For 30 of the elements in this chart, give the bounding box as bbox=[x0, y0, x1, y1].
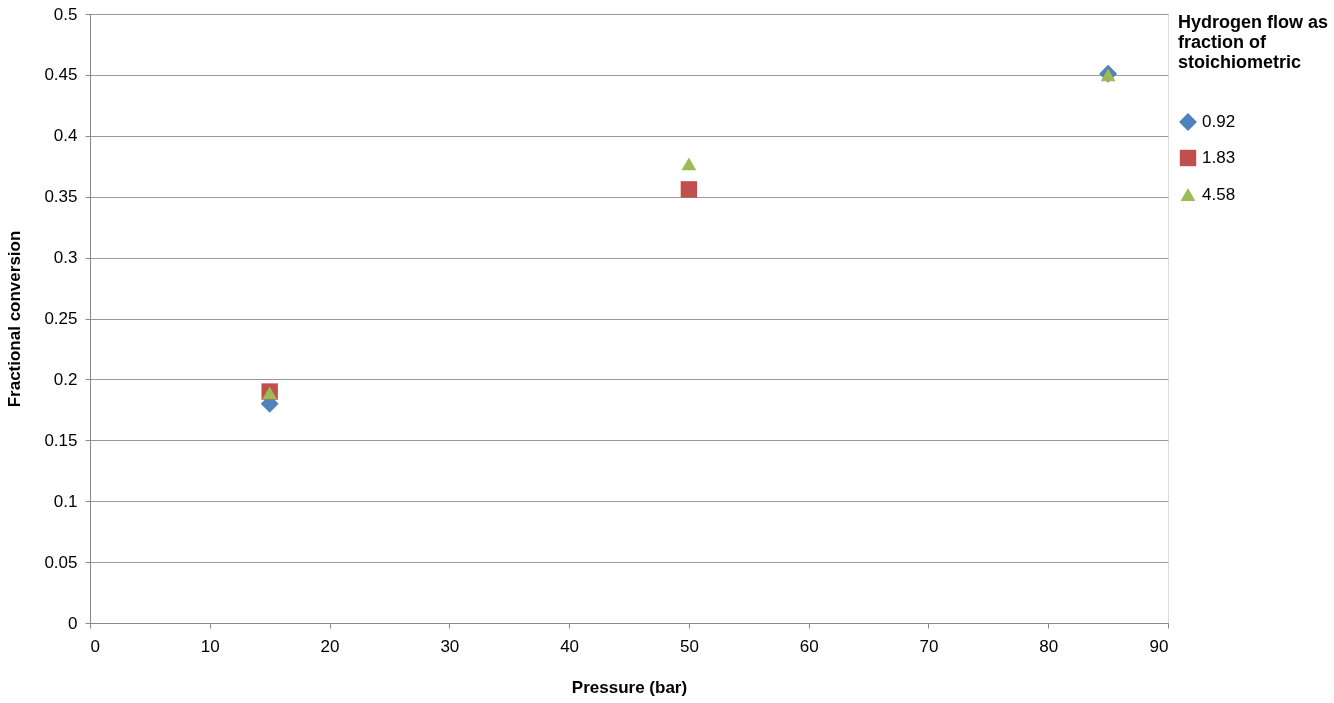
y-tick-label: 0.5 bbox=[53, 4, 78, 24]
y-axis-title: Fractional conversion bbox=[5, 230, 25, 408]
x-axis-title: Pressure (bar) bbox=[571, 677, 688, 697]
x-tick-label: 0 bbox=[90, 636, 100, 656]
legend-label: 0.92 bbox=[1202, 112, 1236, 131]
x-tick-label: 30 bbox=[440, 636, 460, 656]
legend-label: 1.83 bbox=[1202, 148, 1236, 167]
y-tick-label: 0.2 bbox=[53, 369, 78, 389]
x-tick-label: 80 bbox=[1039, 636, 1059, 656]
y-tick-label: 0 bbox=[68, 613, 78, 633]
y-tick-label: 0.1 bbox=[53, 491, 78, 511]
point bbox=[680, 181, 698, 198]
y-tick-label: 0.35 bbox=[44, 187, 78, 207]
x-tick-label: 40 bbox=[560, 636, 580, 656]
legend-label: 4.58 bbox=[1202, 184, 1236, 204]
point bbox=[681, 157, 697, 171]
point bbox=[1100, 68, 1116, 82]
y-tick-label: 0.15 bbox=[44, 430, 78, 450]
y-tick-label: 0.3 bbox=[53, 248, 78, 268]
x-tick-label: 50 bbox=[679, 636, 699, 656]
x-tick-label: 90 bbox=[1149, 636, 1169, 656]
y-tick-label: 0.25 bbox=[44, 309, 78, 328]
x-tick-label: 10 bbox=[200, 636, 220, 656]
y-tick-label: 0.4 bbox=[53, 126, 78, 146]
x-tick-label: 70 bbox=[919, 636, 939, 656]
legend-title: Hydrogen flow as fraction of stoichiometric bbox=[1178, 12, 1329, 72]
x-tick-label: 20 bbox=[320, 636, 340, 656]
x-tick-label: 60 bbox=[799, 636, 819, 656]
y-tick-label: 0.45 bbox=[44, 65, 78, 85]
y-tick-label: 0.05 bbox=[44, 552, 78, 572]
